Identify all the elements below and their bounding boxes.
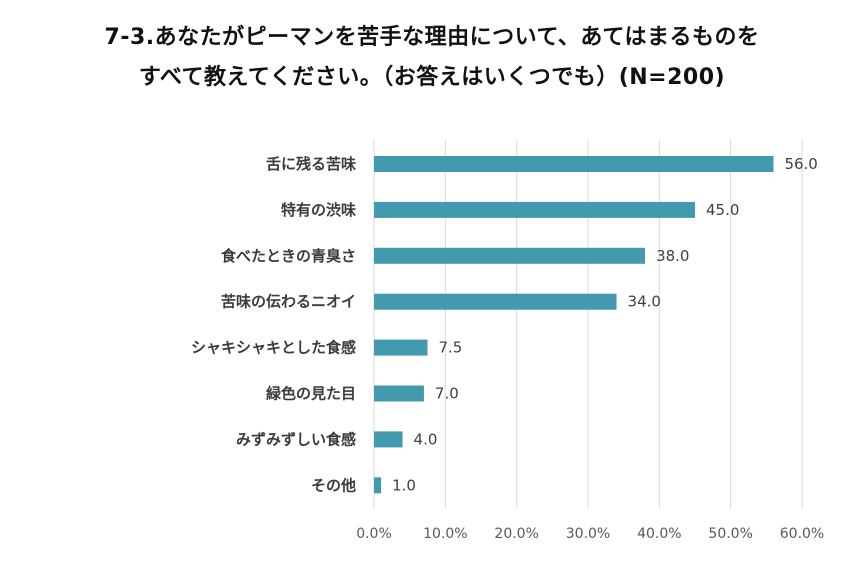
bar-0 <box>374 156 773 172</box>
x-tick-label: 60.0% <box>780 526 824 542</box>
category-label: 特有の渋味 <box>281 201 356 219</box>
category-label: みずみずしい食感 <box>236 430 356 448</box>
category-label: 舌に残る苦味 <box>266 155 356 173</box>
value-label: 7.0 <box>435 385 459 403</box>
category-labels: 舌に残る苦味特有の渋味食べたときの青臭さ苦味の伝わるニオイシャキシャキとした食感… <box>191 155 356 494</box>
bar-3 <box>374 294 617 310</box>
category-label: シャキシャキとした食感 <box>191 339 356 357</box>
bar-6 <box>374 431 403 447</box>
value-label: 4.0 <box>414 430 438 448</box>
value-label: 38.0 <box>656 247 689 265</box>
value-label: 56.0 <box>784 155 817 173</box>
bar-chart: 舌に残る苦味特有の渋味食べたときの青臭さ苦味の伝わるニオイシャキシャキとした食感… <box>0 0 864 578</box>
value-label: 45.0 <box>706 201 739 219</box>
x-tick-label: 40.0% <box>637 526 681 542</box>
x-tick-label: 30.0% <box>566 526 610 542</box>
value-label: 7.5 <box>439 339 463 357</box>
value-label: 34.0 <box>628 293 661 311</box>
bar-7 <box>374 477 381 493</box>
grid-lines <box>374 140 802 508</box>
category-label: 緑色の見た目 <box>266 385 356 403</box>
bar-2 <box>374 248 645 264</box>
value-label: 1.0 <box>392 476 416 494</box>
x-tick-label: 50.0% <box>708 526 752 542</box>
x-axis-tick-labels: 0.0% 10.0% 20.0% 30.0% 40.0% 50.0% 60.0% <box>356 526 824 542</box>
bar-1 <box>374 202 695 218</box>
bar-5 <box>374 386 424 402</box>
category-label: 食べたときの青臭さ <box>221 247 356 265</box>
x-tick-label: 10.0% <box>423 526 467 542</box>
x-tick-label: 0.0% <box>356 526 392 542</box>
category-label: 苦味の伝わるニオイ <box>221 293 356 311</box>
category-label: その他 <box>311 476 356 494</box>
bar-4 <box>374 340 428 356</box>
x-tick-label: 20.0% <box>494 526 538 542</box>
